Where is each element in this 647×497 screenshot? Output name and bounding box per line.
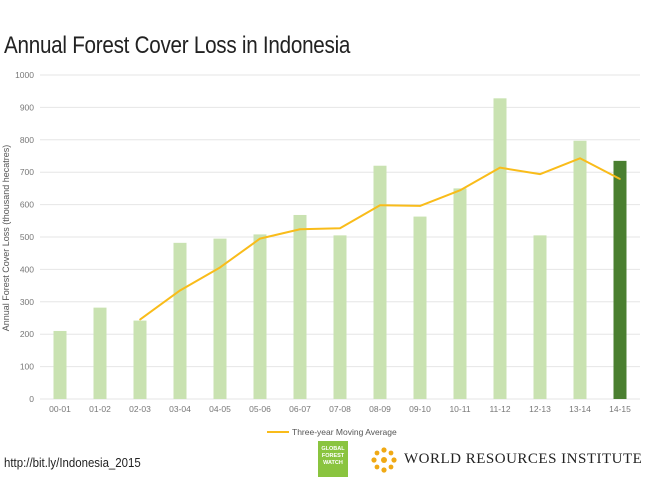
moving-average-point [219, 266, 221, 269]
y-tick-label: 100 [20, 362, 34, 372]
y-tick-label: 200 [20, 329, 34, 339]
x-tick-label: 09-10 [409, 404, 431, 414]
y-tick-label: 800 [20, 135, 34, 145]
y-tick-label: 400 [20, 264, 34, 274]
wri-logo-text: WORLD RESOURCES INSTITUTE [404, 451, 643, 467]
moving-average-point [459, 189, 461, 192]
x-tick-label: 07-08 [329, 404, 351, 414]
bar-11-12 [493, 98, 507, 399]
x-tick-label: 02-03 [129, 404, 151, 414]
legend-label: Three-year Moving Average [292, 427, 397, 437]
x-tick-label: 08-09 [369, 404, 391, 414]
gfw-logo-line: GLOBAL [321, 446, 345, 452]
bar-13-14 [573, 140, 587, 399]
moving-average-point [259, 237, 261, 240]
bar-04-05 [213, 238, 227, 399]
moving-average-point [579, 157, 581, 160]
bar-00-01 [53, 330, 67, 399]
moving-average-point [179, 289, 181, 292]
moving-average-point [379, 204, 381, 207]
x-tick-label: 13-14 [569, 404, 591, 414]
y-tick-label: 700 [20, 167, 34, 177]
y-tick-label: 0 [29, 394, 34, 404]
bar-05-06 [253, 234, 267, 399]
bar-14-15 [613, 160, 627, 399]
moving-average-point [419, 205, 421, 207]
moving-average-point [499, 166, 501, 169]
x-tick-label: 04-05 [209, 404, 231, 414]
x-tick-label: 01-02 [89, 404, 111, 414]
y-tick-label: 300 [20, 297, 34, 307]
x-tick-label: 05-06 [249, 404, 271, 414]
x-tick-label: 14-15 [609, 404, 631, 414]
y-tick-label: 600 [20, 200, 34, 210]
bar-08-09 [373, 165, 387, 399]
y-tick-label: 500 [20, 232, 34, 242]
bar-01-02 [93, 307, 107, 399]
x-tick-label: 00-01 [49, 404, 71, 414]
moving-average-point [299, 228, 301, 231]
moving-average-point [339, 227, 341, 230]
y-tick-label: 900 [20, 102, 34, 112]
gfw-logo-line: FOREST [321, 453, 345, 459]
x-tick-label: 11-12 [489, 404, 510, 414]
x-tick-label: 03-04 [169, 404, 191, 414]
y-axis-ticks: 0 100 200 300 400 500 600 700 800 900 1000 [15, 70, 34, 404]
legend: Three-year Moving Average [267, 427, 397, 437]
bar-10-11 [453, 188, 467, 399]
gfw-logo-line: WATCH [323, 460, 343, 466]
source-link[interactable]: http://bit.ly/Indonesia_2015 [4, 455, 141, 470]
moving-average-line [139, 157, 621, 321]
bars [53, 98, 627, 399]
bar-09-10 [413, 216, 427, 399]
bar-02-03 [133, 320, 147, 399]
bar-03-04 [173, 242, 187, 399]
bar-07-08 [333, 235, 347, 399]
x-tick-label: 06-07 [289, 404, 311, 414]
x-axis-ticks: 00-01 01-02 02-03 03-04 04-05 05-06 06-07 07-08… [49, 404, 631, 414]
x-tick-label: 12-13 [529, 404, 551, 414]
moving-average-point [539, 173, 541, 175]
moving-average-point [139, 318, 141, 321]
gfw-logo: GLOBAL FOREST WATCH [318, 441, 348, 477]
wri-logo-icon [371, 447, 397, 473]
chart-title: Annual Forest Cover Loss in Indonesia [4, 32, 351, 59]
moving-average-point [619, 178, 621, 180]
bar-12-13 [533, 235, 547, 399]
y-tick-label: 1000 [15, 70, 34, 80]
x-tick-label: 10-11 [449, 404, 470, 414]
y-axis-label: Annual Forest Cover Loss (thousand hecat… [1, 145, 11, 332]
bar-06-07 [293, 214, 307, 399]
